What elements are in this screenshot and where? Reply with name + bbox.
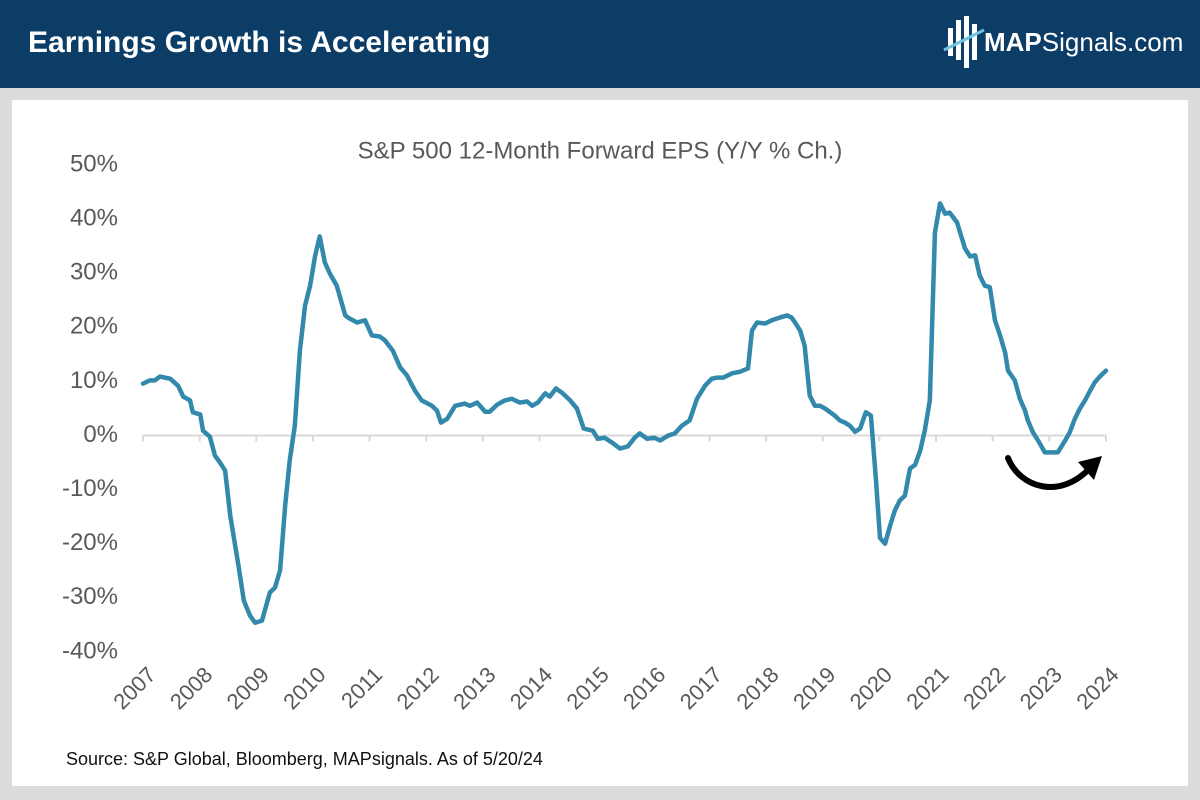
turn-arrow [1005, 455, 1102, 490]
logo-rest: Signals.com [1042, 27, 1184, 57]
y-tick-label: -40% [62, 637, 118, 664]
logo-icon [943, 16, 985, 68]
y-tick-label: 40% [70, 204, 118, 231]
logo-bold: MAP [984, 27, 1042, 57]
y-tick-label: -10% [62, 475, 118, 502]
y-tick-label: -30% [62, 583, 118, 610]
chart-title: S&P 500 12-Month Forward EPS (Y/Y % Ch.) [358, 137, 843, 164]
y-tick-label: -20% [62, 529, 118, 556]
header-title: Earnings Growth is Accelerating [28, 26, 490, 59]
header-bar [0, 0, 1200, 88]
y-tick-label: 50% [70, 150, 118, 177]
source-note: Source: S&P Global, Bloomberg, MAPsignal… [66, 749, 543, 769]
y-tick-label: 0% [83, 421, 118, 448]
logo-text: MAPSignals.com [984, 27, 1183, 57]
y-tick-label: 20% [70, 313, 118, 340]
y-tick-label: 30% [70, 259, 118, 286]
series-line [140, 201, 1109, 626]
chart-panel [12, 100, 1188, 786]
y-tick-label: 10% [70, 367, 118, 394]
